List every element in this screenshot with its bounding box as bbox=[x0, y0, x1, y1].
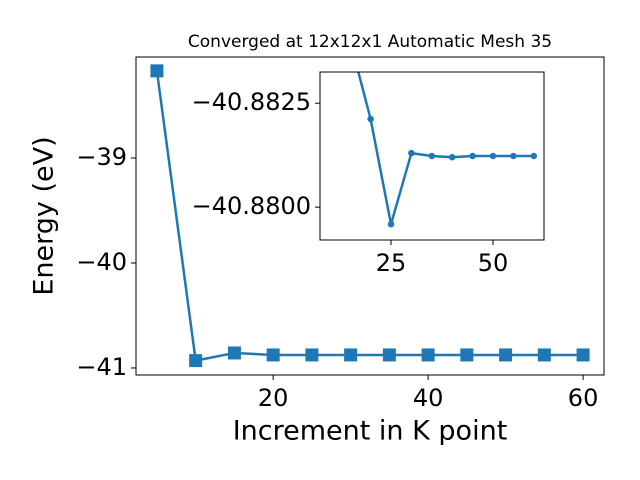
marker bbox=[489, 152, 497, 160]
x-tick-label: 40 bbox=[413, 384, 444, 412]
x-tick-label: 20 bbox=[258, 384, 289, 412]
marker bbox=[408, 149, 415, 157]
y-tick-label: −40.8825 bbox=[192, 88, 311, 116]
x-tick-label: 25 bbox=[376, 249, 407, 277]
y-axis-label: Energy (eV) bbox=[29, 136, 60, 295]
marker bbox=[428, 152, 436, 160]
x-tick-label: 50 bbox=[478, 249, 509, 277]
marker bbox=[227, 346, 241, 360]
marker bbox=[189, 354, 203, 368]
marker bbox=[344, 348, 358, 362]
marker bbox=[448, 153, 456, 161]
plot-area bbox=[150, 64, 590, 368]
y-tick-label: −39 bbox=[76, 143, 127, 171]
marker bbox=[460, 348, 474, 362]
axes-frame bbox=[319, 71, 545, 241]
marker bbox=[537, 348, 551, 362]
marker bbox=[305, 348, 319, 362]
plot-area bbox=[357, 72, 538, 228]
marker bbox=[499, 348, 513, 362]
marker bbox=[387, 220, 395, 228]
y-tick-label: −40.8800 bbox=[192, 192, 311, 220]
chart-title: Converged at 12x12x1 Automatic Mesh 35 bbox=[188, 32, 552, 52]
x-axis-label: Increment in K point bbox=[233, 416, 508, 447]
x-tick-label: 60 bbox=[568, 384, 599, 412]
marker bbox=[576, 348, 590, 362]
marker bbox=[530, 152, 538, 160]
marker bbox=[150, 64, 164, 78]
marker bbox=[421, 348, 435, 362]
y-tick-label: −40 bbox=[76, 248, 127, 276]
marker bbox=[367, 115, 374, 123]
marker bbox=[266, 348, 280, 362]
marker bbox=[469, 152, 476, 160]
series-line bbox=[357, 72, 534, 225]
marker bbox=[510, 152, 517, 160]
marker bbox=[382, 348, 396, 362]
axes-frame bbox=[135, 56, 605, 376]
y-tick-label: −41 bbox=[76, 353, 127, 381]
